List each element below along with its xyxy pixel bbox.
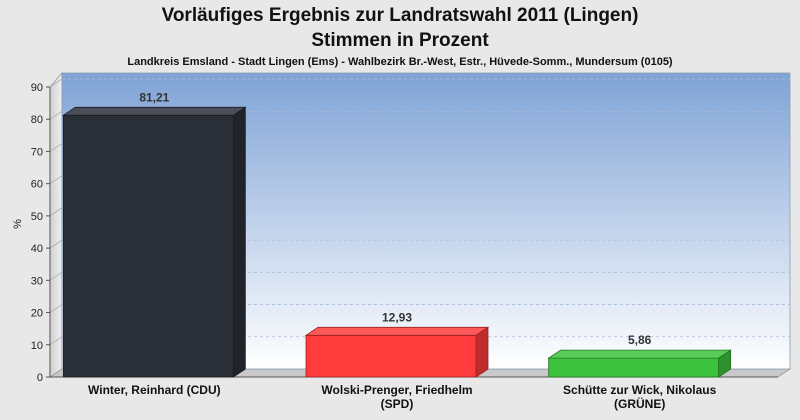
bar-front <box>62 114 234 378</box>
y-tick-label: 10 <box>31 340 43 352</box>
category-labels: Winter, Reinhard (CDU) Wolski-Prenger, Fr… <box>88 383 717 411</box>
y-tick-label: 30 <box>31 275 43 287</box>
gridline-wall <box>49 239 63 249</box>
value-label: 81,21 <box>139 90 169 104</box>
gridline-wall <box>49 110 63 120</box>
bar-side <box>718 349 732 378</box>
value-label: 5,86 <box>628 333 652 347</box>
gridline-wall <box>49 78 63 88</box>
gridline-wall <box>49 336 63 346</box>
bar-top <box>62 106 247 116</box>
value-labels: 81,21 12,93 5,86 <box>139 90 651 347</box>
bars <box>62 106 732 378</box>
bar <box>547 349 732 378</box>
y-tick-label: 20 <box>31 308 43 320</box>
value-label: 12,93 <box>382 310 412 324</box>
y-tick-label: 80 <box>31 114 43 126</box>
category-label: Schütte zur Wick, Nikolaus <box>563 383 717 397</box>
y-axis-ticks: 0 10 20 30 40 50 60 70 80 90 <box>31 82 50 384</box>
y-tick-label: 60 <box>31 179 43 191</box>
bar-top <box>304 326 490 336</box>
chart-title-line2: Stimmen in Prozent <box>311 30 489 51</box>
bar-front <box>548 357 720 378</box>
left-wall <box>49 71 63 378</box>
category-label: Wolski-Prenger, Friedhelm <box>321 383 472 397</box>
y-tick-label: 40 <box>31 243 43 255</box>
bar-side <box>475 326 489 378</box>
bar <box>62 106 247 378</box>
gridline-wall <box>49 143 63 152</box>
gridline-wall <box>49 304 63 313</box>
chart-title: Vorläufiges Ergebnis zur Landratswahl 20… <box>162 5 639 26</box>
y-tick-label: 50 <box>31 211 43 223</box>
chart-subtitle: Landkreis Emsland - Stadt Lingen (Ems) -… <box>127 56 673 68</box>
gridline-wall <box>49 272 63 281</box>
category-label: Winter, Reinhard (CDU) <box>88 383 221 397</box>
gridline-wall <box>49 207 63 217</box>
y-tick-label: 70 <box>31 146 43 158</box>
bar <box>304 326 490 378</box>
y-tick-label: 90 <box>31 82 43 94</box>
bar-top <box>547 349 732 359</box>
y-tick-label: 0 <box>37 372 43 384</box>
gridline-wall <box>49 175 63 184</box>
bar-side <box>232 106 246 378</box>
bar-front <box>305 334 477 378</box>
category-label: (SPD) <box>381 397 414 411</box>
y-axis-label: % <box>12 219 24 229</box>
category-label: (GRÜNE) <box>614 396 665 411</box>
